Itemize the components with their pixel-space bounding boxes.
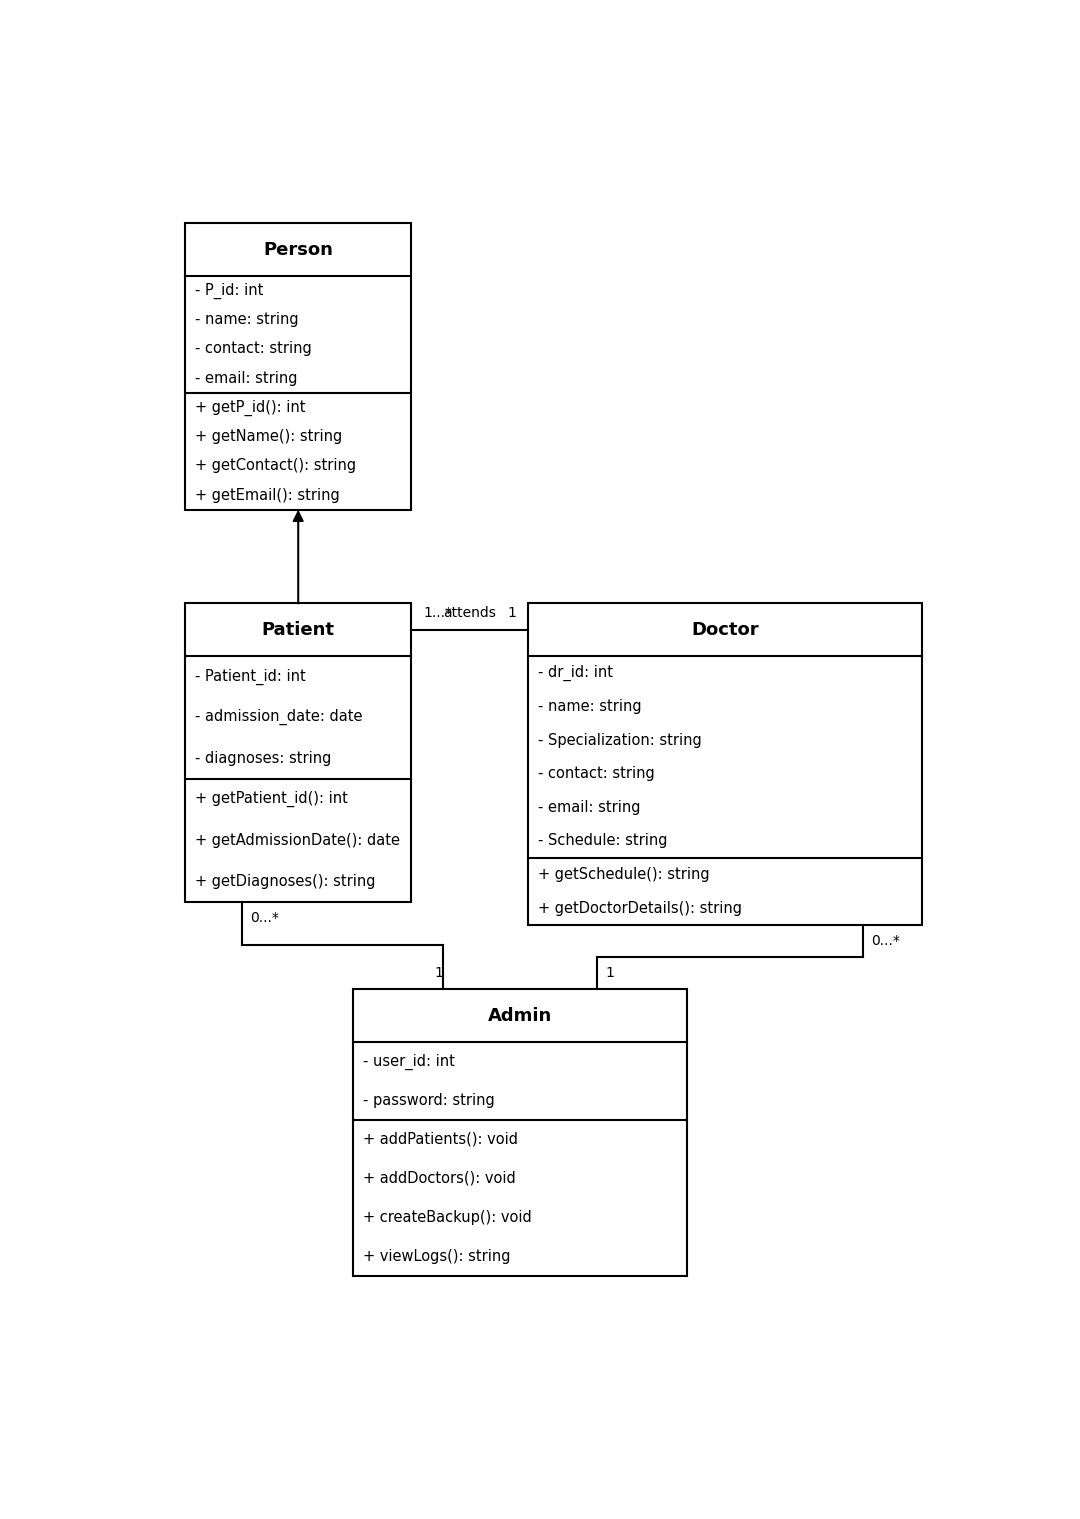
Text: + getDoctorDetails(): string: + getDoctorDetails(): string xyxy=(539,901,742,916)
Text: 1: 1 xyxy=(606,966,615,980)
Text: 0...*: 0...* xyxy=(251,911,279,925)
Text: + getDiagnoses(): string: + getDiagnoses(): string xyxy=(195,873,376,889)
Text: + addDoctors(): void: + addDoctors(): void xyxy=(363,1171,515,1186)
Text: + viewLogs(): string: + viewLogs(): string xyxy=(363,1249,510,1264)
Text: + addPatients(): void: + addPatients(): void xyxy=(363,1132,517,1147)
Text: - dr_id: int: - dr_id: int xyxy=(539,665,613,681)
Text: 1: 1 xyxy=(434,966,443,980)
Text: - name: string: - name: string xyxy=(539,699,642,714)
Text: - contact: string: - contact: string xyxy=(539,766,656,781)
Text: - email: string: - email: string xyxy=(539,801,640,814)
Text: Doctor: Doctor xyxy=(691,621,759,638)
Text: attends: attends xyxy=(444,606,496,620)
Text: - Schedule: string: - Schedule: string xyxy=(539,834,667,849)
Text: + getAdmissionDate(): date: + getAdmissionDate(): date xyxy=(195,832,401,848)
Bar xyxy=(528,603,922,925)
Text: - contact: string: - contact: string xyxy=(195,342,312,357)
Text: + getP_id(): int: + getP_id(): int xyxy=(195,399,306,416)
Bar xyxy=(186,603,411,902)
Text: Patient: Patient xyxy=(261,621,335,638)
Text: + getSchedule(): string: + getSchedule(): string xyxy=(539,867,710,883)
Text: 1...*: 1...* xyxy=(423,606,453,620)
Text: Admin: Admin xyxy=(488,1007,552,1025)
Bar xyxy=(352,989,688,1276)
Text: + getEmail(): string: + getEmail(): string xyxy=(195,488,340,503)
Text: - Patient_id: int: - Patient_id: int xyxy=(195,668,306,685)
Text: - diagnoses: string: - diagnoses: string xyxy=(195,750,332,766)
Text: + createBackup(): void: + createBackup(): void xyxy=(363,1211,531,1224)
Text: - email: string: - email: string xyxy=(195,371,298,386)
Text: Person: Person xyxy=(264,240,333,258)
Text: 0...*: 0...* xyxy=(872,934,900,948)
Text: - name: string: - name: string xyxy=(195,313,299,327)
Text: - password: string: - password: string xyxy=(363,1094,495,1107)
Text: - admission_date: date: - admission_date: date xyxy=(195,709,363,726)
Text: + getContact(): string: + getContact(): string xyxy=(195,459,356,474)
Text: - P_id: int: - P_id: int xyxy=(195,283,264,299)
Text: + getName(): string: + getName(): string xyxy=(195,430,342,444)
Bar xyxy=(186,223,411,510)
Text: - user_id: int: - user_id: int xyxy=(363,1053,455,1069)
Text: + getPatient_id(): int: + getPatient_id(): int xyxy=(195,791,348,808)
Text: - Specialization: string: - Specialization: string xyxy=(539,732,702,747)
Text: 1: 1 xyxy=(507,606,516,620)
